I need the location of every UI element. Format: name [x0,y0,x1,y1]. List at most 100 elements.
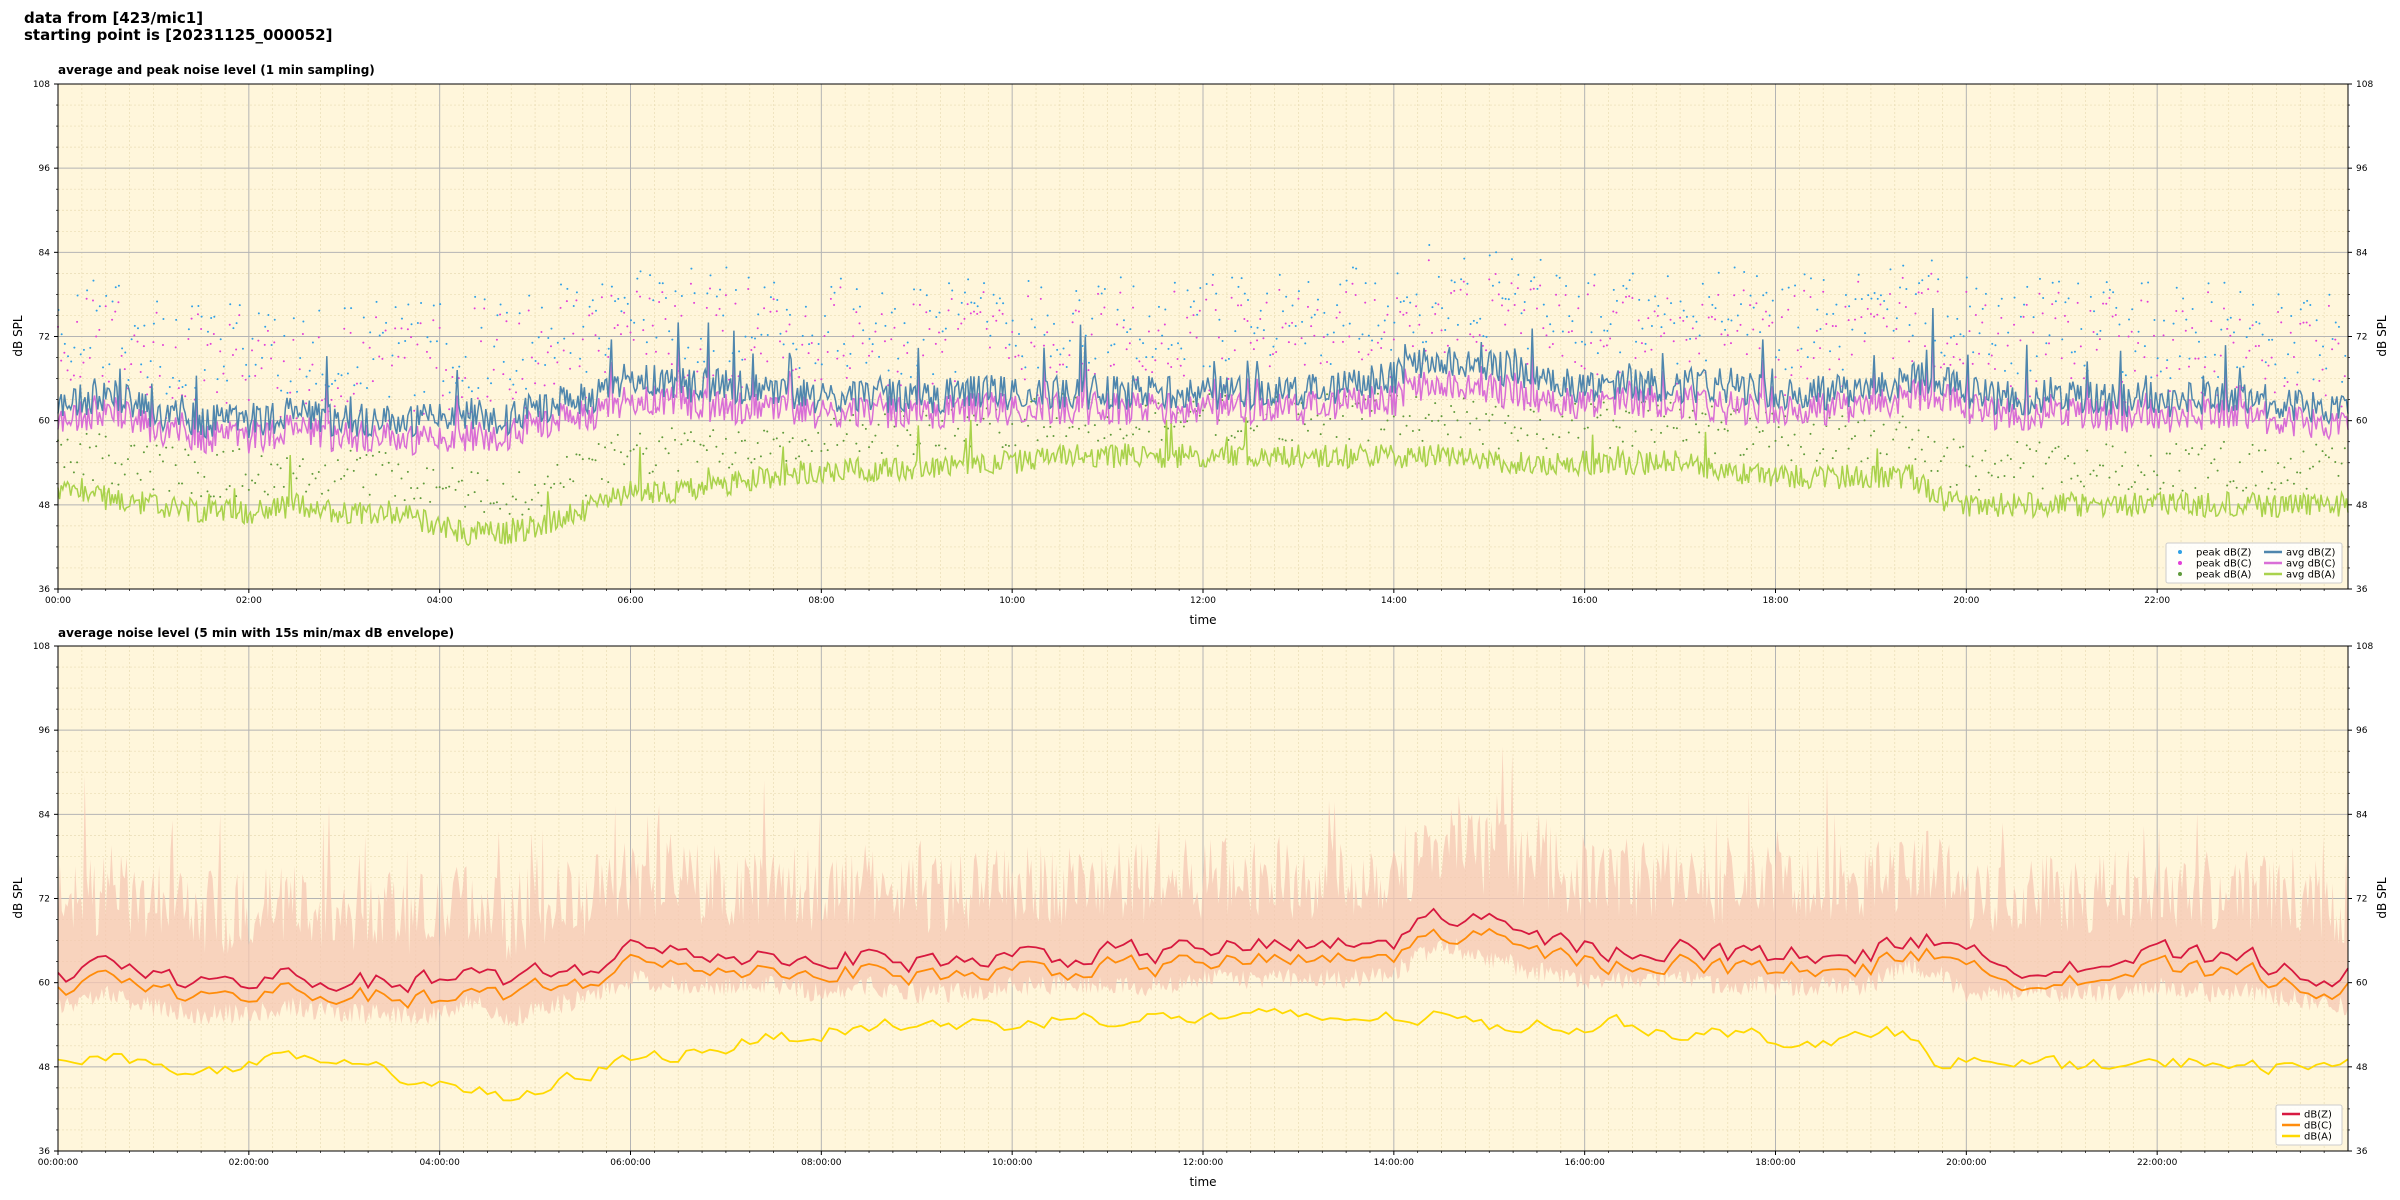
peak-z-dot [878,355,881,358]
peak-c-dot [1974,314,1977,317]
peak-a-dot [1074,396,1077,399]
peak-z-dot [604,353,607,356]
peak-z-dot [649,274,652,277]
peak-a-dot [1714,452,1717,455]
peak-c-dot [292,338,295,341]
y-tick-label-right: 96 [2356,726,2368,736]
peak-c-dot [858,322,861,325]
y-tick-label-right: 48 [2356,501,2368,511]
peak-a-dot [1402,415,1405,418]
peak-a-dot [72,471,75,474]
peak-z-dot [1415,293,1418,296]
peak-z-dot [289,380,292,383]
peak-z-dot [1081,344,1084,347]
peak-a-dot [1007,444,1010,447]
peak-a-dot [778,445,781,448]
peak-c-dot [906,351,909,354]
peak-c-dot [2194,357,2197,360]
avg-c-line [57,327,2349,456]
peak-a-dot [1787,444,1790,447]
peak-a-dot [352,469,355,472]
peak-c-dot [782,356,785,359]
peak-a-dot [1046,435,1049,438]
peak-a-dot [2038,441,2041,444]
peak-z-dot [108,363,111,366]
peak-z-dot [1310,316,1313,319]
peak-c-dot [670,363,673,366]
peak-a-dot [689,431,692,434]
peak-c-dot [1472,335,1475,338]
peak-c-dot [594,334,597,337]
peak-z-dot [1705,359,1708,362]
peak-z-dot [2185,318,2188,321]
peak-c-dot [2105,302,2108,305]
peak-a-dot [1583,427,1586,430]
peak-a-dot [731,463,734,466]
peak-c-dot [476,397,479,400]
peak-z-dot [1444,328,1447,331]
peak-a-dot [1236,430,1239,433]
peak-z-dot [241,347,244,350]
peak-c-dot [1939,366,1942,369]
peak-z-dot [1794,284,1797,287]
peak-z-dot [906,341,909,344]
peak-z-dot [2080,327,2083,330]
y-tick-label-right: 36 [2356,1147,2368,1157]
peak-z-dot [1450,279,1453,282]
peak-z-dot [2163,319,2166,322]
peak-z-dot [1638,298,1641,301]
peak-a-dot [1701,412,1704,415]
peak-a-dot [2051,450,2054,453]
peak-c-dot [1777,358,1780,361]
peak-a-dot [572,480,575,483]
peak-a-dot [750,461,753,464]
peak-c-dot [308,388,311,391]
peak-c-dot [1885,325,1888,328]
peak-a-dot [2168,452,2171,455]
peak-c-dot [619,333,622,336]
peak-a-dot [664,447,667,450]
peak-a-dot [1978,488,1981,491]
peak-z-dot [1844,293,1847,296]
peak-a-dot [2318,460,2321,463]
peak-z-dot [2019,315,2022,318]
peak-c-dot [1927,288,1930,291]
peak-z-dot [2322,345,2325,348]
peak-c-dot [1001,312,1004,315]
peak-c-dot [1160,342,1163,345]
y-tick-label-right: 84 [2356,810,2368,820]
peak-z-dot [986,320,989,323]
peak-z-dot [706,292,709,295]
peak-z-dot [874,322,877,325]
peak-c-dot [1542,327,1545,330]
peak-a-dot [222,450,225,453]
peak-c-dot [1278,288,1281,291]
peak-z-dot [159,365,162,368]
x-tick-label: 02:00:00 [229,1158,270,1168]
peak-c-dot [1128,342,1131,345]
peak-a-dot [1936,470,1939,473]
peak-a-dot [502,482,505,485]
peak-c-dot [553,382,556,385]
peak-z-dot [1644,342,1647,345]
peak-c-dot [1497,293,1500,296]
peak-z-dot [483,298,486,301]
peak-z-dot [111,300,114,303]
peak-c-dot [231,353,234,356]
peak-z-dot [130,338,133,341]
peak-z-dot [2156,357,2159,360]
peak-z-dot [1724,328,1727,331]
peak-a-dot [597,443,600,446]
peak-z-dot [804,305,807,308]
peak-z-dot [2029,369,2032,372]
peak-z-dot [1460,278,1463,281]
peak-z-dot [512,383,515,386]
peak-z-dot [1997,304,2000,307]
peak-a-dot [1173,425,1176,428]
peak-z-dot [1068,339,1071,342]
peak-c-dot [944,338,947,341]
peak-c-dot [263,343,266,346]
peak-a-dot [1968,465,1971,468]
peak-z-dot [1504,297,1507,300]
db-c-line [57,927,2349,1009]
